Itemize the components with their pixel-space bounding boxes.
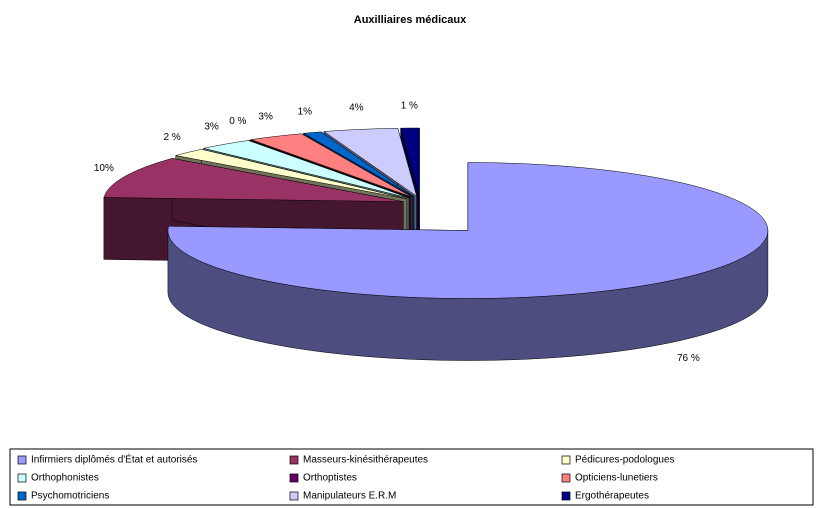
- legend-label: Pédicures-podologues: [575, 455, 675, 466]
- legend-label: Masseurs-kinésithérapeutes: [303, 455, 428, 466]
- legend-label: Infirmiers diplômés d'État et autorisés: [31, 453, 197, 466]
- legend-swatch: [289, 473, 299, 483]
- chart-title: Auxilliaires médicaux: [354, 14, 467, 26]
- legend-swatch: [17, 473, 27, 483]
- slice-top: [203, 140, 410, 199]
- legend-swatch: [289, 455, 299, 465]
- legend-swatch: [561, 491, 571, 501]
- legend-swatch: [561, 455, 571, 465]
- legend-label: Manipulateurs E.R.M: [303, 491, 396, 502]
- slice-top: [250, 133, 412, 198]
- data-label: 3%: [258, 111, 273, 122]
- slice-top: [302, 131, 415, 197]
- slice-top: [167, 162, 769, 299]
- data-label: 1%: [298, 106, 313, 117]
- legend-label: Orthoptistes: [303, 473, 357, 484]
- legend-swatch: [289, 491, 299, 501]
- slice-top: [400, 127, 420, 197]
- data-label: 3%: [204, 121, 219, 132]
- data-label: 0 %: [229, 116, 246, 127]
- data-label: 1 %: [401, 101, 418, 112]
- legend-swatch: [17, 491, 27, 501]
- data-label: 4%: [349, 102, 364, 113]
- legend-swatch: [17, 455, 27, 465]
- data-label: 76 %: [677, 353, 700, 364]
- legend-label: Opticiens-lunetiers: [575, 473, 658, 484]
- legend-swatch: [561, 473, 571, 483]
- data-label: 2 %: [164, 132, 181, 143]
- data-label: 10%: [94, 163, 114, 174]
- legend-box: [9, 448, 814, 506]
- legend-label: Orthophonistes: [31, 473, 99, 484]
- slice-top: [103, 158, 404, 202]
- slice-top: [323, 128, 418, 197]
- slice-top: [175, 149, 407, 200]
- legend-label: Ergothérapeutes: [575, 491, 649, 502]
- legend-label: Psychomotriciens: [31, 491, 109, 502]
